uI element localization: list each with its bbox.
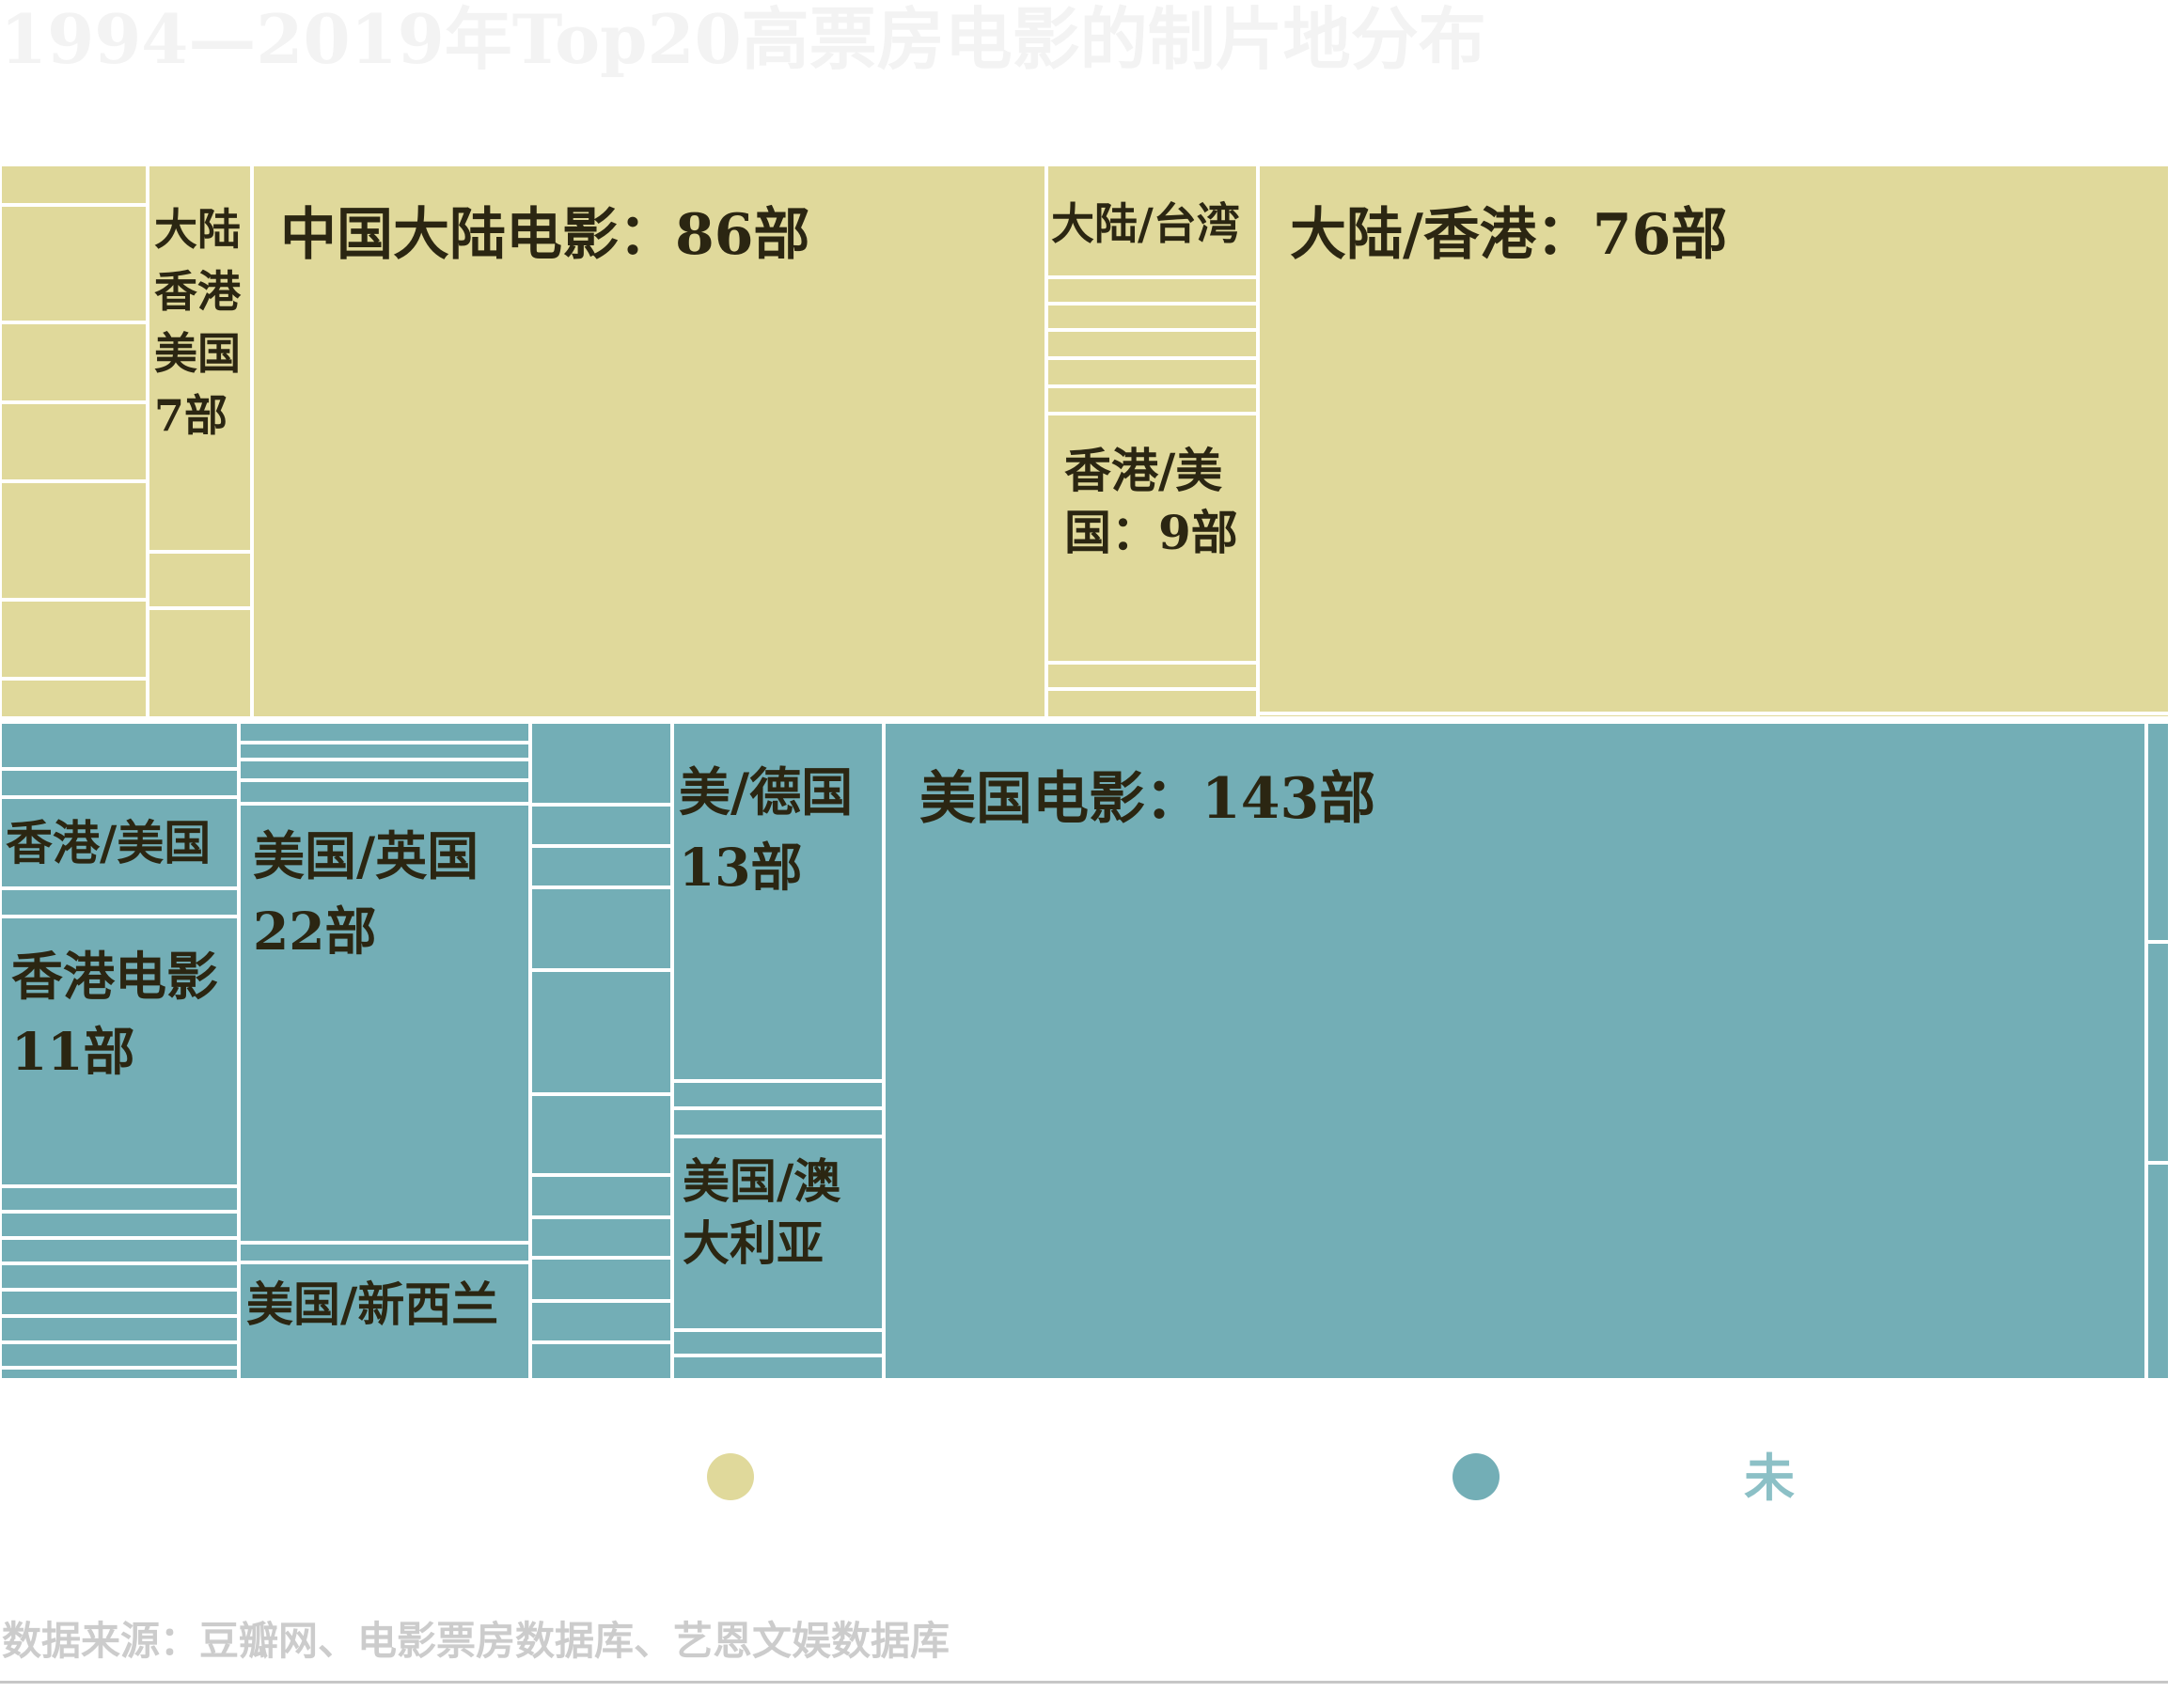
label-mainland-tw: 大陆/台湾 <box>1051 198 1240 249</box>
tile-a-col1-6 <box>0 677 149 720</box>
tile-b-col4-0 <box>670 720 886 1083</box>
tile-b-col1-10 <box>0 1314 241 1344</box>
tile-b-col2-0 <box>237 720 532 744</box>
label-hk: 香港电影 11部 <box>11 946 218 1082</box>
tile-a-col2-2 <box>146 606 254 720</box>
tile-b-col4-2 <box>670 1106 886 1138</box>
tile-b-col3-6 <box>528 1173 674 1219</box>
tile-b-col1-1 <box>0 767 241 799</box>
label-hk-us-b: 香港/美国 <box>6 815 211 870</box>
legend-text: 未 <box>1744 1448 1795 1508</box>
tile-b-col1-7 <box>0 1236 241 1265</box>
tile-b-col2-1 <box>237 741 532 761</box>
tile-b-col1-5 <box>0 1184 241 1214</box>
legend-dot-mainland <box>707 1453 754 1500</box>
tile-b-col1-8 <box>0 1261 241 1292</box>
tile-b-col2-3 <box>237 778 532 806</box>
tile-a-col1-3 <box>0 400 149 483</box>
bottom-rule <box>0 1681 2168 1684</box>
label-us-nz: 美国/新西兰 <box>246 1277 498 1332</box>
legend-dot-other <box>1453 1453 1500 1500</box>
tile-mainland <box>250 163 1048 720</box>
tile-a-col1-1 <box>0 203 149 324</box>
tile-b-col3-2 <box>528 844 674 889</box>
tile-mainland-hk <box>1256 163 2172 715</box>
tile-b-col2-5 <box>237 1241 532 1264</box>
tile-b-col1-3 <box>0 886 241 918</box>
tile-b-col3-1 <box>528 803 674 848</box>
tile-a-col4-4 <box>1044 356 1260 388</box>
tile-b-col3-9 <box>528 1299 674 1344</box>
tile-a-thin <box>1256 712 2172 720</box>
tile-b-col6-0 <box>2144 720 2172 944</box>
tile-b-col3-7 <box>528 1215 674 1260</box>
tile-a-col1-2 <box>0 321 149 404</box>
tile-a-col1-4 <box>0 479 149 602</box>
tile-b-col1-12 <box>0 1366 241 1382</box>
label-mainland: 中国大陆电影：86部 <box>280 202 810 268</box>
tile-b-col3-0 <box>528 720 674 807</box>
chart-title: 1994—2019年Top20高票房电影的制片地分布 <box>0 0 1486 79</box>
label-usa: 美国电影：143部 <box>919 766 1375 832</box>
tile-b-col6-2 <box>2144 1161 2172 1382</box>
tile-b-col3-8 <box>528 1256 674 1303</box>
tile-a-col4-7 <box>1044 661 1260 691</box>
tile-b-col2-6 <box>237 1261 532 1382</box>
tile-b-col1-9 <box>0 1288 241 1318</box>
label-us-de: 美/德国 13部 <box>679 761 853 898</box>
tile-a-col2-0 <box>146 163 254 554</box>
tile-a-col1-0 <box>0 163 149 207</box>
tile-b-col2-2 <box>237 758 532 782</box>
tile-b-col4-5 <box>670 1354 886 1382</box>
tile-b-col3-3 <box>528 885 674 972</box>
tile-a-col1-5 <box>0 598 149 681</box>
tile-b-col6-1 <box>2144 940 2172 1165</box>
tile-a-col2-1 <box>146 550 254 610</box>
label-mainland-hk: 大陆/香港：76部 <box>1290 202 1727 268</box>
label-us-uk: 美国/英国 22部 <box>253 825 479 962</box>
tile-a-col4-5 <box>1044 384 1260 415</box>
tile-b-col3-10 <box>528 1340 674 1382</box>
tile-b-col4-4 <box>670 1328 886 1357</box>
tile-b-col2-4 <box>237 802 532 1245</box>
tile-b-col3-4 <box>528 968 674 1096</box>
label-us-au: 美国/澳大利亚 <box>683 1153 841 1271</box>
tile-a-col4-3 <box>1044 328 1260 360</box>
tile-b-col4-1 <box>670 1079 886 1110</box>
tile-a-col4-1 <box>1044 275 1260 306</box>
label-mainland-hk-us: 大陆香港美国 7部 <box>154 204 242 441</box>
tile-b-col1-0 <box>0 720 241 771</box>
tile-b-col3-5 <box>528 1092 674 1177</box>
tile-a-col4-2 <box>1044 302 1260 332</box>
tile-a-col4-8 <box>1044 687 1260 720</box>
source-note: 数据来源：豆瓣网、电影票房数据库、艺恩文娱数据库 <box>2 1618 950 1664</box>
tile-b-col1-11 <box>0 1340 241 1370</box>
label-hk-us-a: 香港/美国：9部 <box>1064 443 1238 560</box>
tile-b-col1-6 <box>0 1210 241 1240</box>
